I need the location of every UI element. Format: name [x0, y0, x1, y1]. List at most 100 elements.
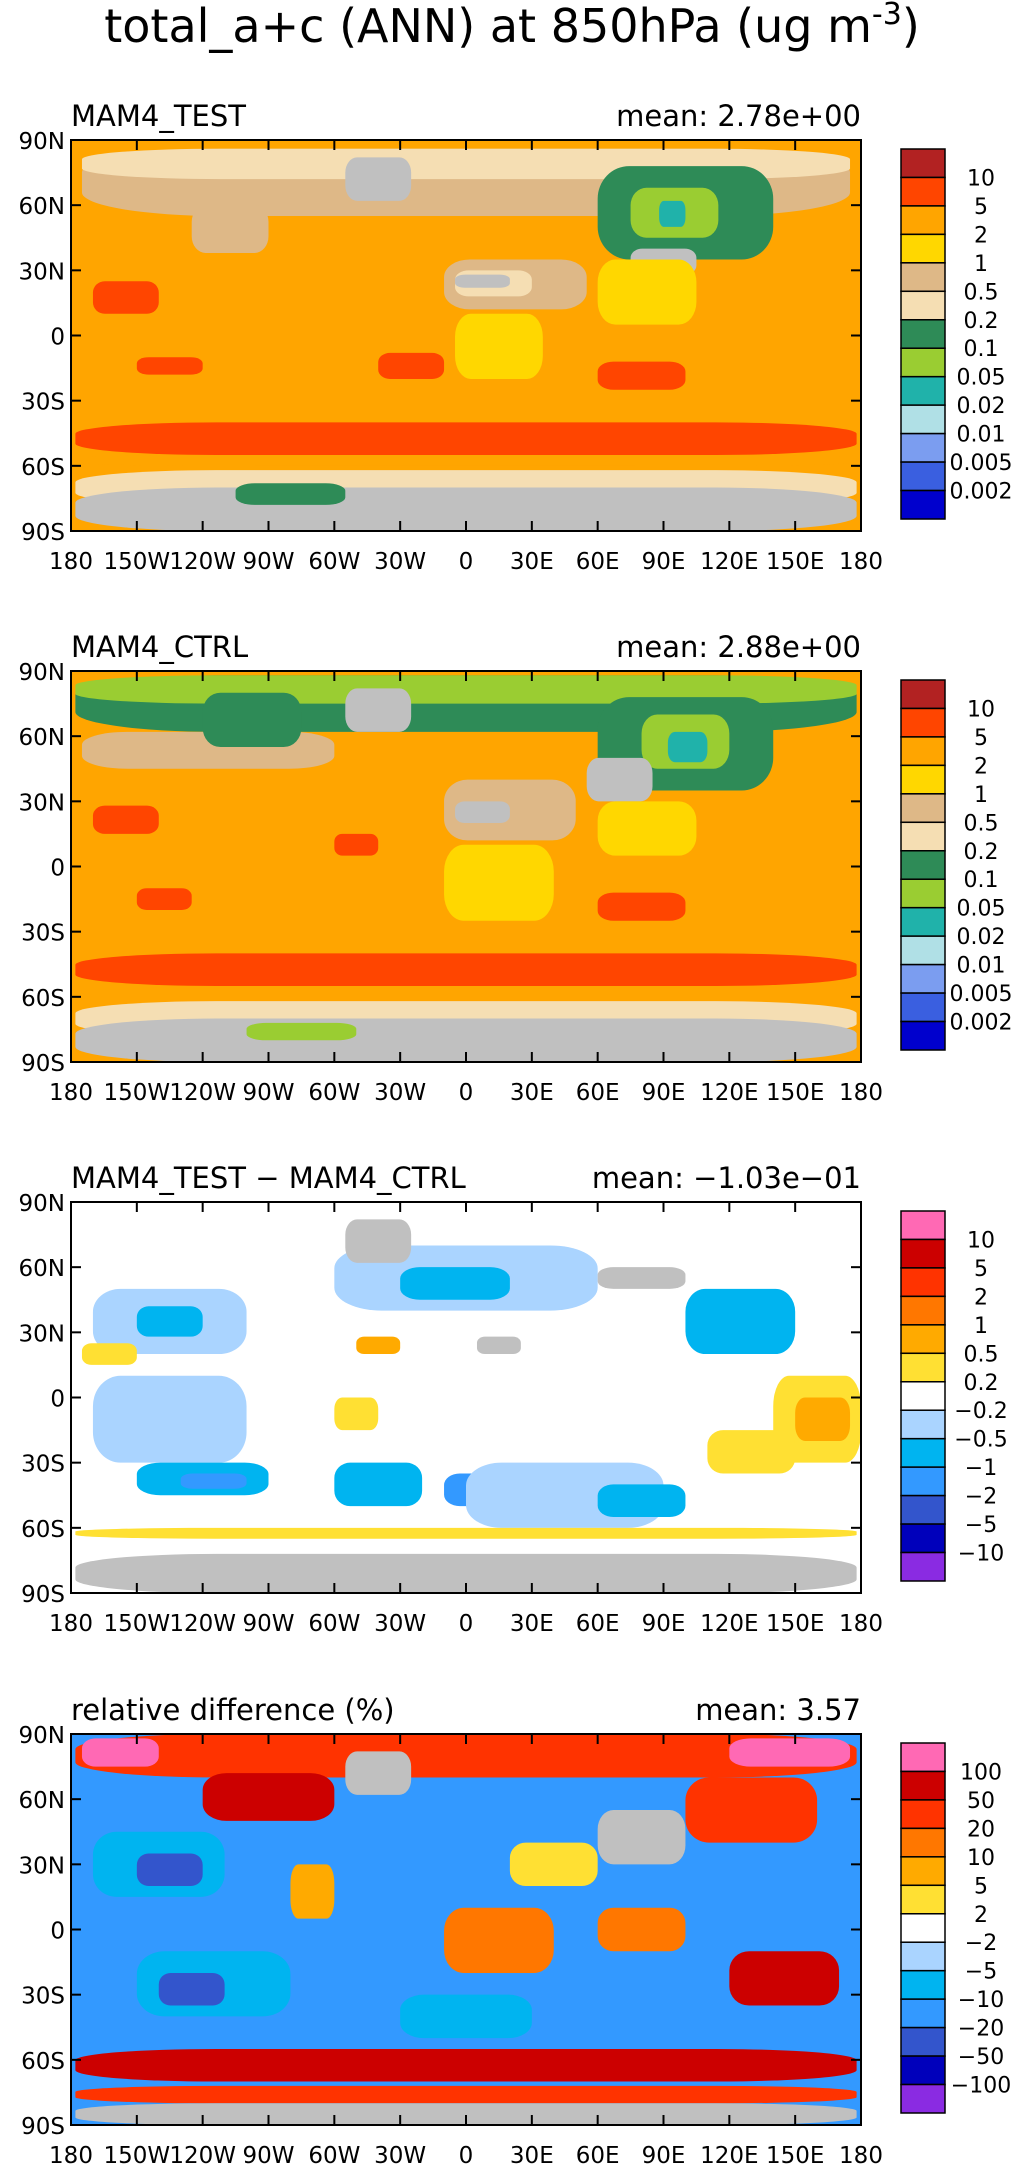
legend-swatch: [900, 1913, 946, 1943]
lat-tick-label: 0: [50, 1387, 65, 1413]
field-region: [345, 157, 412, 201]
field-region: [378, 352, 445, 379]
legend-swatch: [900, 1494, 946, 1525]
legend-label: 0.01: [957, 954, 1006, 979]
lon-tick-label: 90E: [642, 549, 686, 575]
lat-tick-label: 90S: [21, 2114, 65, 2140]
legend-swatch: [900, 375, 946, 406]
mean-value: −1.03e−01: [693, 1161, 861, 1195]
lat-tick-label: 30S: [21, 390, 65, 416]
lat-tick-label: 90S: [21, 1582, 65, 1608]
mean-label: mean:: [616, 99, 717, 133]
figure-title-close: ): [902, 0, 920, 53]
field-region: [75, 1734, 857, 1778]
legend-swatch: [900, 679, 946, 710]
field-region: [75, 454, 857, 466]
legend-swatch: [900, 906, 946, 937]
lat-tick-label: 30S: [21, 1452, 65, 1478]
lat-tick-label: 60N: [19, 194, 65, 220]
legend-label: 0.5: [964, 280, 999, 305]
lat-tick-label: 30N: [19, 1321, 65, 1347]
lon-tick-label: 30E: [510, 1611, 554, 1637]
field-region: [75, 422, 857, 455]
lon-tick-label: 180: [839, 2143, 883, 2169]
legend-swatch: [900, 1770, 946, 1801]
lon-tick-label: 120W: [169, 1611, 236, 1637]
lon-tick-label: 90W: [242, 549, 294, 575]
field-region: [356, 1336, 401, 1355]
field-region: [158, 1972, 225, 2006]
field-region: [455, 801, 510, 824]
lon-tick-label: 60E: [576, 1080, 620, 1106]
legend-label: 5: [974, 1257, 988, 1282]
legend-label: 0.1: [964, 868, 999, 893]
legend-swatch: [900, 148, 946, 179]
field-region: [400, 1994, 532, 2039]
legend-swatch: [900, 233, 946, 264]
lon-tick-label: 120E: [700, 1080, 758, 1106]
legend-label: 20: [967, 1817, 995, 1842]
lat-tick-label: 90N: [19, 1191, 65, 1217]
legend-swatch: [900, 707, 946, 738]
legend-label: 0.05: [957, 366, 1006, 391]
field-region: [659, 200, 686, 227]
lon-tick-label: 120E: [700, 2143, 758, 2169]
lon-tick-label: 120E: [700, 549, 758, 575]
legend-swatch: [900, 404, 946, 435]
field-region: [729, 1738, 851, 1767]
legend-swatch: [900, 1856, 946, 1887]
legend-swatch: [900, 1295, 946, 1326]
legend-label: −0.5: [954, 1428, 1007, 1453]
mean-value: 2.88e+00: [717, 630, 861, 664]
legend-swatch: [900, 1437, 946, 1468]
legend-label: −50: [958, 2045, 1004, 2070]
lon-tick-label: 60W: [308, 2143, 360, 2169]
lon-tick-label: 60E: [576, 1611, 620, 1637]
field-region: [597, 1484, 686, 1517]
lat-tick-label: 90N: [19, 660, 65, 686]
panel-title: relative difference (%): [71, 1693, 395, 1727]
field-region: [455, 274, 510, 288]
field-region: [75, 953, 857, 986]
lon-tick-label: 180: [839, 1080, 883, 1106]
lon-tick-label: 180: [49, 2143, 93, 2169]
panels: MAM4_TEST mean: 2.78e+00 90N 60N 30N 0 30S 60S 9…: [19, 99, 1013, 2169]
field-region: [597, 1907, 686, 1952]
lon-tick-label: 90W: [242, 2143, 294, 2169]
field-region: [597, 361, 686, 390]
legend-swatch: [900, 1551, 946, 1582]
field-region: [597, 1267, 686, 1289]
mean-label: mean:: [695, 1693, 796, 1727]
legend-label: 0.5: [964, 811, 999, 836]
legend: 10 5 2 1 0.5 0.2 0.1 0.05 0.02 0.01 0.005 0.002: [900, 148, 1013, 520]
legend-label: −2: [965, 1931, 997, 1956]
field-region: [191, 205, 269, 253]
legend-swatch: [900, 1969, 946, 2000]
legend-label: 10: [967, 1228, 995, 1253]
legend-label: 0.002: [950, 480, 1013, 505]
figure-title-text: total_a+c (ANN) at 850hPa (ug m: [104, 0, 872, 53]
legend-swatch: [900, 176, 946, 207]
legend-label: 10: [967, 1846, 995, 1871]
field-region: [597, 1810, 686, 1865]
legend-label: −0.2: [954, 1399, 1007, 1424]
field-region: [345, 1751, 412, 1795]
field-region: [334, 1397, 379, 1431]
legend-label: 0.2: [964, 840, 999, 865]
legend-label: 2: [974, 1285, 988, 1310]
legend-swatch: [900, 1827, 946, 1858]
legend-swatch: [900, 347, 946, 378]
lon-tick-label: 150E: [766, 2143, 824, 2169]
figure-title: total_a+c (ANN) at 850hPa (ug m-3): [104, 0, 920, 53]
lat-tick-label: 30N: [19, 1853, 65, 1879]
lon-tick-label: 0: [459, 1080, 474, 1106]
field-region: [290, 1864, 335, 1919]
lon-tick-label: 0: [459, 549, 474, 575]
legend-label: 10: [967, 697, 995, 722]
field-region: [136, 888, 192, 910]
legend-swatch: [900, 1523, 946, 1554]
legend-label: −20: [958, 2017, 1004, 2042]
lon-tick-label: 0: [459, 2143, 474, 2169]
lon-tick-label: 30E: [510, 2143, 554, 2169]
lat-tick-label: 30S: [21, 921, 65, 947]
